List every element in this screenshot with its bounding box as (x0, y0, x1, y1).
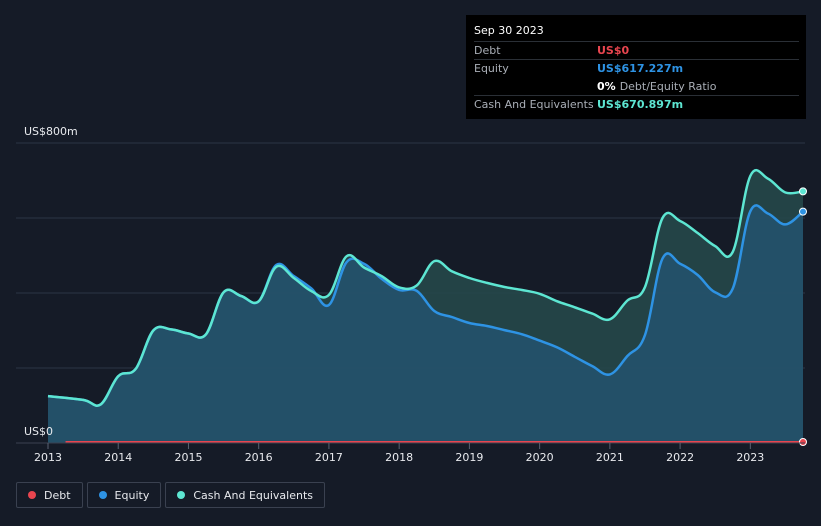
x-tick-label: 2023 (736, 451, 764, 464)
tooltip-debt-value: US$0 (597, 44, 630, 57)
debt-dot-icon (28, 491, 36, 499)
tooltip-ratio-value: 0% (597, 80, 616, 93)
legend-item-equity[interactable]: Equity (86, 482, 162, 508)
tooltip-ratio-row: 0% Debt/Equity Ratio (474, 77, 799, 95)
equity-end-marker (799, 207, 807, 216)
tooltip-date: Sep 30 2023 (474, 24, 544, 37)
tooltip-cash-label: Cash And Equivalents (474, 98, 594, 111)
legend-item-cash[interactable]: Cash And Equivalents (165, 482, 325, 508)
tooltip-cash-value: US$670.897m (597, 98, 684, 111)
x-tick-label: 2019 (455, 451, 483, 464)
x-tick-label: 2022 (666, 451, 694, 464)
x-tick-label: 2014 (104, 451, 132, 464)
equity-dot-icon (98, 491, 107, 499)
tooltip-cash-row: Cash And Equivalents US$670.897m (474, 95, 799, 113)
chart-legend: Debt Equity Cash And Equivalents (16, 482, 325, 508)
legend-equity-label: Equity (114, 488, 150, 502)
x-tick-label: 2016 (245, 451, 273, 464)
cash-end-marker (799, 187, 807, 196)
equity-area (48, 205, 803, 443)
tooltip-panel: Sep 30 2023 Debt US$0 Equity US$617.227m… (466, 15, 806, 119)
debt-end-marker (799, 438, 807, 446)
y-tick-label-min: US$0 (24, 425, 54, 438)
legend-debt-label: Debt (44, 488, 71, 502)
legend-cash-label: Cash And Equivalents (193, 488, 313, 502)
legend-item-debt[interactable]: Debt (16, 482, 83, 508)
x-tick-label: 2020 (526, 451, 554, 464)
tooltip-equity-label: Equity (474, 62, 509, 75)
x-tick-label: 2013 (34, 451, 62, 464)
x-tick-label: 2018 (385, 451, 413, 464)
tooltip-debt-label: Debt (474, 44, 501, 57)
cash-line (47, 169, 804, 407)
tooltip-debt-row: Debt US$0 (474, 41, 799, 59)
tooltip-equity-row: Equity US$617.227m (474, 59, 799, 77)
tooltip-ratio-label: Debt/Equity Ratio (619, 80, 717, 93)
cash-dot-icon (177, 491, 186, 499)
x-tick-label: 2015 (174, 451, 202, 464)
tooltip-equity-value: US$617.227m (597, 62, 684, 75)
y-tick-label-max: US$800m (24, 125, 78, 138)
x-tick-label: 2021 (596, 451, 624, 464)
x-tick-label: 2017 (315, 451, 343, 464)
